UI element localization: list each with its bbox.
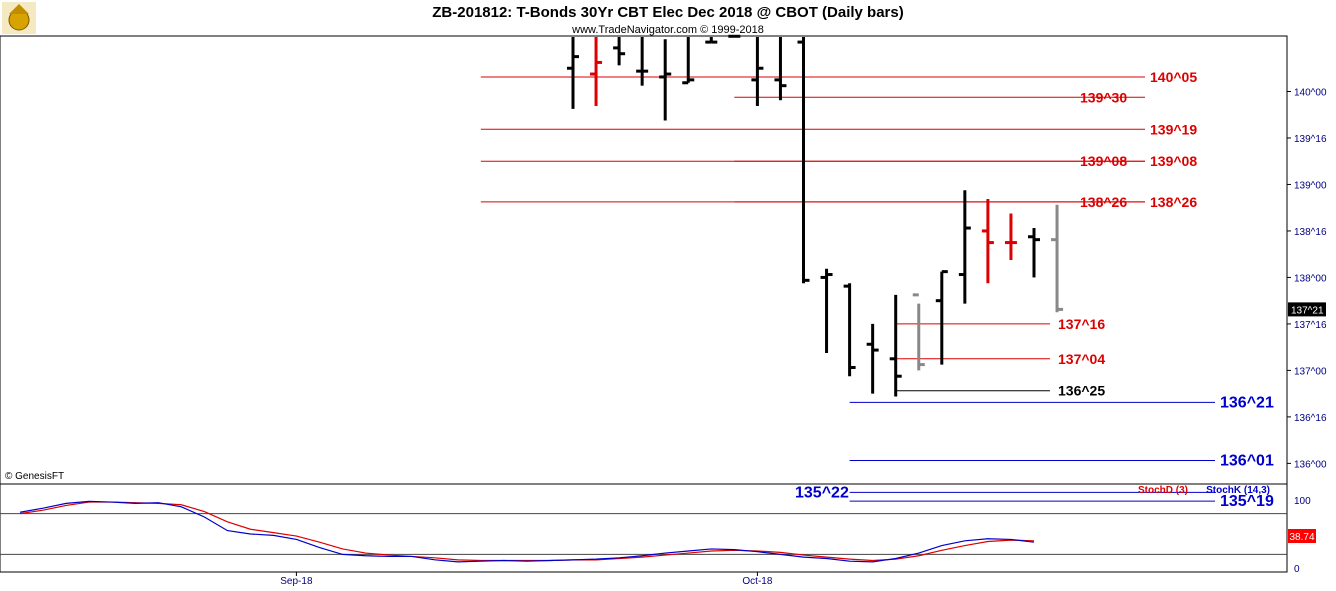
price-bar [682,37,695,85]
price-bar [866,323,879,394]
level-label: 135^19 [1220,493,1274,510]
stoch-d-line [19,501,1035,562]
level-label: 139^30 [1080,89,1127,105]
chart-subtitle: www.TradeNavigator.com © 1999-2018 [571,24,764,36]
price-bar [751,37,764,107]
last-price-label: 137^21 [1291,305,1324,316]
level-label: 135^22 [795,484,849,501]
level-label: 138^26 [1150,194,1197,210]
price-bar [659,39,672,121]
price-bar [590,37,603,107]
price-tick-label: 139^16 [1294,134,1327,145]
price-bar [774,37,787,101]
price-bar [797,37,810,284]
chart-title: ZB-201812: T-Bonds 30Yr CBT Elec Dec 201… [432,4,903,21]
level-label: 138^26 [1080,194,1127,210]
last-price-box [1288,302,1326,317]
stoch-k-line [19,500,1035,563]
price-bar [935,270,948,365]
stoch-tick-label: 0 [1294,564,1300,575]
price-bar [889,294,902,397]
stoch-tick-label: 100 [1294,496,1311,507]
logo-icon [2,2,36,34]
level-label: 139^08 [1080,153,1127,169]
time-axis: Sep-18 Oct-18 [280,572,773,587]
watermark: © GenesisFT [5,471,64,482]
stoch-d-legend: StochD (3) [1138,485,1188,496]
stoch-last-box [1288,529,1316,543]
price-bar [1051,204,1064,313]
stoch-k-legend: StochK (14,3) [1206,485,1270,496]
level-label: 136^01 [1220,452,1274,469]
stoch-panel [0,483,1288,573]
price-bar [728,34,741,38]
price-panel [0,35,1288,485]
price-bar [1028,228,1040,278]
price-bar [705,37,718,44]
price-tick-label: 137^16 [1294,320,1327,331]
price-tick-label: 139^00 [1294,180,1327,191]
price-tick-label: 138^16 [1294,227,1327,238]
level-label: 140^05 [1150,69,1197,85]
price-bar [958,190,971,304]
price-bar [843,283,856,377]
price-bar [981,198,994,284]
level-label: 137^16 [1058,316,1105,332]
price-bar [636,37,649,86]
price-bar [613,37,626,66]
level-label: 139^19 [1150,121,1197,137]
stoch-last-value: 38.74 [1289,532,1314,543]
price-tick-label: 136^00 [1294,459,1327,470]
time-tick-label: Oct-18 [742,576,772,587]
level-label: 136^25 [1058,383,1105,399]
price-bar [820,268,833,353]
price-tick-label: 137^00 [1294,366,1327,377]
level-label: 136^21 [1220,394,1274,411]
price-tick-label: 140^00 [1294,87,1327,98]
price-bar [567,37,579,109]
level-label: 139^08 [1150,153,1197,169]
level-label: 137^04 [1058,351,1105,367]
price-axis: 140^00 139^16 139^00 138^16 138^00 137^16 137^… [1287,87,1327,470]
time-tick-label: Sep-18 [280,576,313,587]
price-bars [567,34,1064,397]
price-bar [912,293,925,371]
price-tick-label: 136^16 [1294,413,1327,424]
price-bar [1004,213,1017,260]
price-tick-label: 138^00 [1294,273,1327,284]
